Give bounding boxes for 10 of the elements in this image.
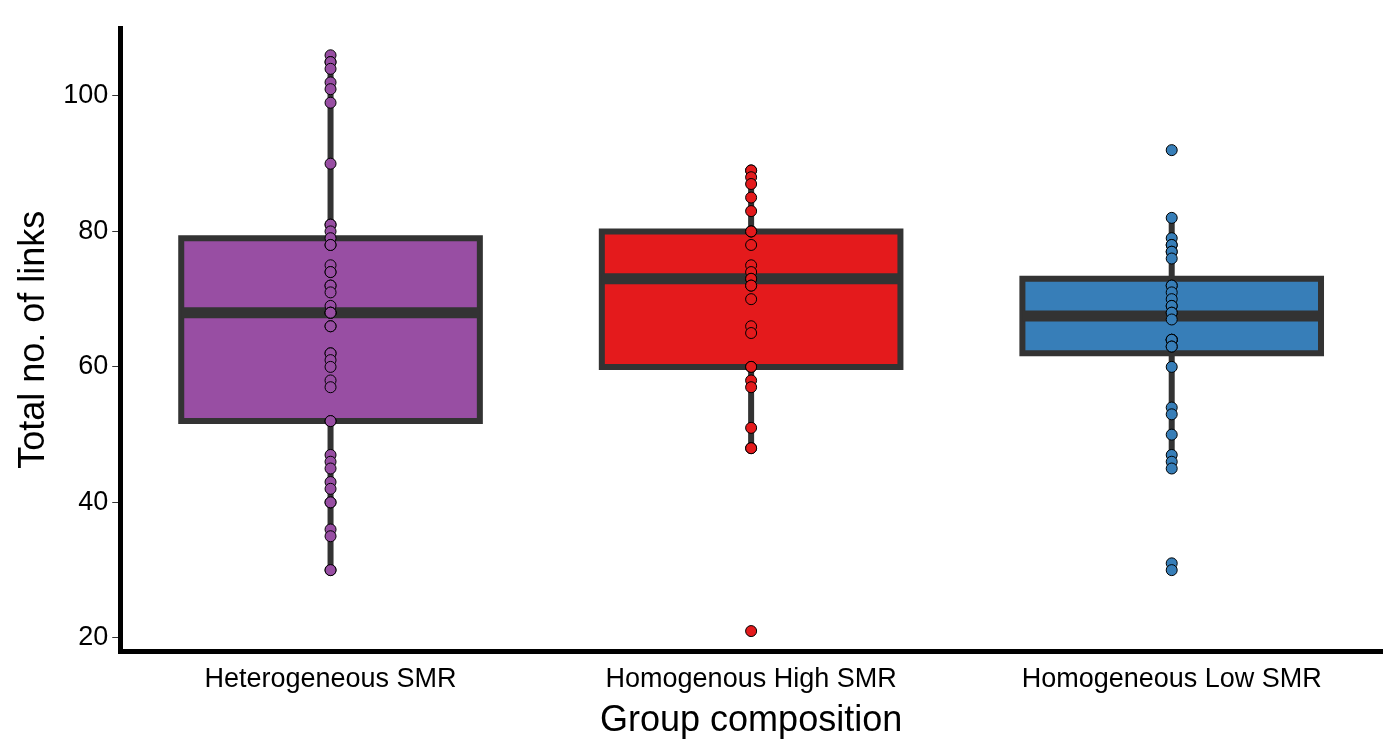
y-tick-label: 40 [78,485,109,516]
x-tick-label: Heterogeneous SMR [204,663,457,694]
y-axis-title: Total no. of links [10,210,52,469]
y-tick-label: 20 [78,621,109,652]
y-tick-label: 80 [78,214,109,245]
y-tick-label: 60 [78,350,109,381]
x-tick-label: Homogeneous Low SMR [1021,663,1322,694]
y-tick-label: 100 [63,79,109,110]
x-tick-label: Homogenous High SMR [605,663,897,694]
x-axis-title: Group composition [600,698,903,740]
